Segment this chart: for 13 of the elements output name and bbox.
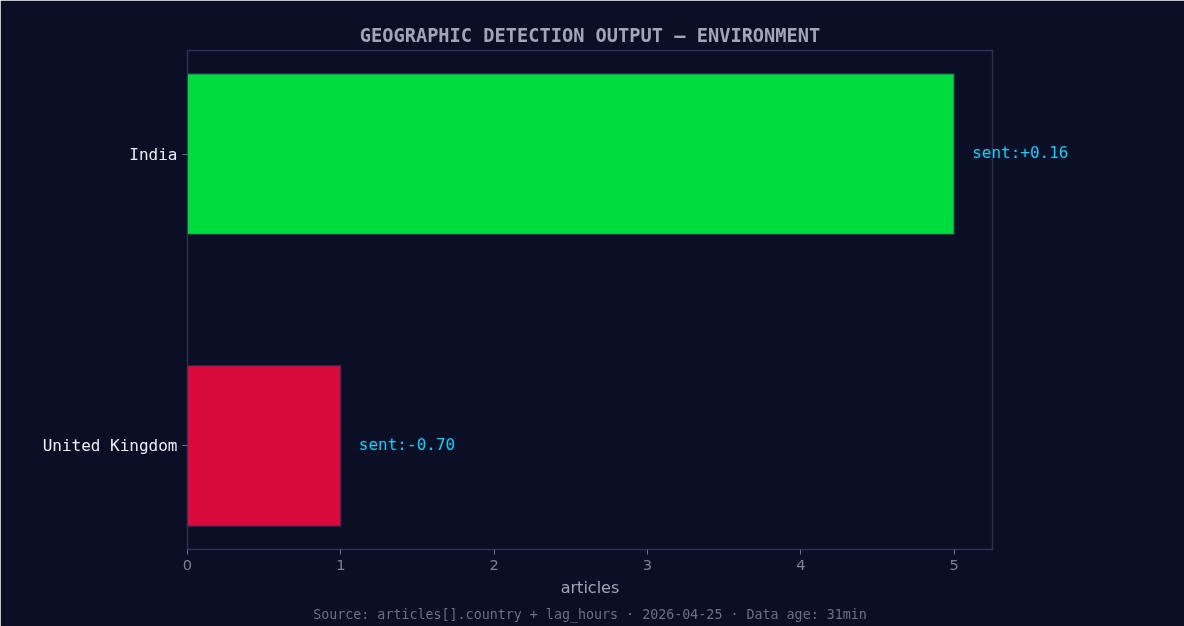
x-axis-title: articles: [560, 577, 620, 597]
x-tick-label: 0: [182, 555, 193, 573]
x-tick-label: 3: [642, 555, 653, 573]
x-tick-label: 5: [949, 555, 959, 573]
chart-title: GEOGRAPHIC DETECTION OUTPUT — ENVIRONMENT: [359, 24, 821, 46]
source-note: Source: articles[].country + lag_hours · 2026-04-25 · Data age: 31min: [313, 606, 867, 623]
annotation: sent:+0.16: [972, 143, 1069, 163]
x-tick-label: 4: [796, 555, 806, 573]
annotation: sent:-0.70: [358, 434, 456, 454]
y-tick-label: United Kingdom: [42, 436, 178, 456]
y-tick-label: India: [129, 144, 178, 164]
x-tick-label: 1: [336, 555, 346, 573]
x-tick-label: 2: [489, 555, 499, 573]
